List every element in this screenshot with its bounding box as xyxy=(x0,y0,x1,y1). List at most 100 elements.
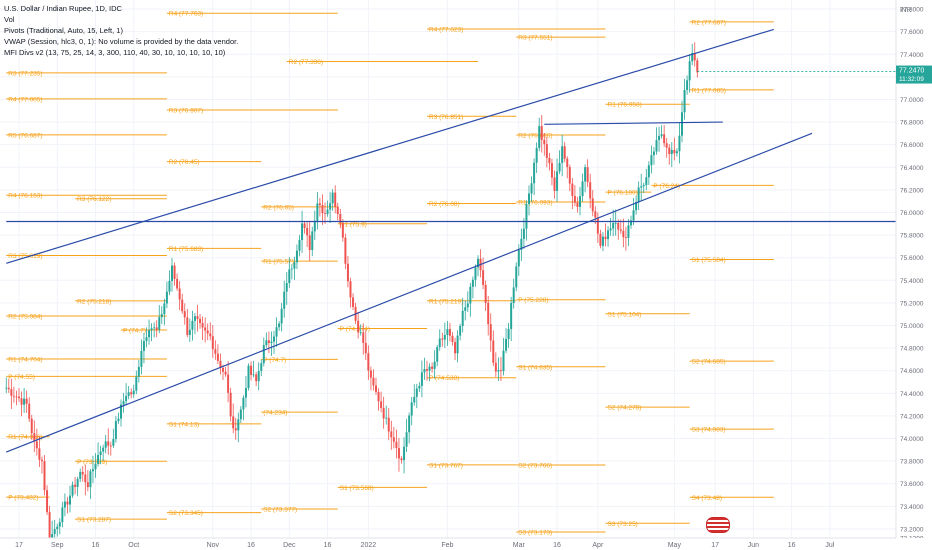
candle-body xyxy=(428,366,431,371)
candle-body xyxy=(30,418,33,434)
candle-body xyxy=(507,329,510,339)
time-axis[interactable]: 17 Sep 16 Oct Nov 16 Dec 16 2022 Feb Mar 16 Apr May 17… xyxy=(0,537,932,550)
pivot-label: S1 (74.13) xyxy=(169,421,199,428)
candle-body xyxy=(81,471,84,475)
pivot-label: S1 (75.104) xyxy=(608,311,642,318)
pivot-label: R2 (77.687) xyxy=(692,19,726,26)
candle-body xyxy=(252,374,255,376)
pivot-label: S2 (73.377) xyxy=(263,506,297,513)
pivot-label: S1 (74.635) xyxy=(518,364,552,371)
candle-body xyxy=(288,269,291,284)
time-tick-label: Mar xyxy=(513,542,526,549)
price-tick-label: 75.6000 xyxy=(900,255,924,262)
symbol-title[interactable]: U.S. Dollar / Indian Rupee, 1D, IDC xyxy=(4,4,122,13)
candle-body xyxy=(612,223,615,229)
pivot-label: R1 (74.704) xyxy=(8,356,42,363)
candle-body xyxy=(5,387,8,389)
time-tick-label: 2022 xyxy=(361,542,377,549)
candle-body xyxy=(71,484,74,496)
candle-body xyxy=(464,307,467,311)
candle-body xyxy=(257,371,260,382)
pivot-label: P (74.7) xyxy=(263,357,286,364)
candle-body xyxy=(543,139,546,145)
currency-label: INR xyxy=(900,7,912,14)
candle-body xyxy=(696,60,699,73)
candle-body xyxy=(688,61,691,81)
candle-body xyxy=(349,281,352,298)
indicator-vwap[interactable]: VWAP (Session, hlc3, 0, 1): No volume is… xyxy=(4,37,239,46)
candle-body xyxy=(48,512,51,544)
trend-lines[interactable] xyxy=(6,28,932,453)
us-flag-icon[interactable] xyxy=(706,517,730,533)
candle-body xyxy=(91,469,94,472)
chart-legend: U.S. Dollar / Indian Rupee, 1D, IDC Vol … xyxy=(4,3,238,58)
candle-body xyxy=(244,388,247,398)
candle-body xyxy=(306,227,309,236)
time-tick-label: Jun xyxy=(748,542,759,549)
candle-body xyxy=(441,338,444,340)
indicator-volume[interactable]: Vol xyxy=(4,15,15,24)
candle-body xyxy=(372,377,375,386)
time-tick-label: Sep xyxy=(51,542,64,549)
candle-body xyxy=(400,458,403,461)
candle-body xyxy=(397,448,400,459)
candle-body xyxy=(193,316,196,321)
candle-body xyxy=(624,237,627,239)
candle-body xyxy=(56,526,59,530)
indicator-mfi[interactable]: MFI Divs v2 (13, 75, 25, 14, 3, 300, 110… xyxy=(4,48,226,57)
candle-body xyxy=(191,320,194,330)
candle-body xyxy=(477,258,479,268)
candle-body xyxy=(18,396,20,399)
candle-body xyxy=(214,349,217,354)
candle-body xyxy=(331,192,334,204)
candle-body xyxy=(489,324,492,341)
price-tick-label: 75.0000 xyxy=(900,323,924,330)
pivot-label: R3 (76.851) xyxy=(429,114,463,121)
pivot-label: R2 (77.336) xyxy=(289,59,323,66)
price-tick-label: 76.2000 xyxy=(900,187,924,194)
candle-body xyxy=(420,372,423,386)
candle-body xyxy=(530,183,533,194)
candle-body xyxy=(53,529,56,534)
indicator-pivots[interactable]: Pivots (Traditional, Auto, 15, Left, 1) xyxy=(4,26,123,35)
candle-body xyxy=(344,237,347,264)
trend-line xyxy=(6,132,813,453)
pivot-label: S2 (73.345) xyxy=(169,510,203,517)
candle-body xyxy=(86,482,89,488)
candle-body xyxy=(94,463,97,470)
candle-body xyxy=(454,342,457,354)
pivot-label: S4 (73.48) xyxy=(692,495,722,502)
candle-body xyxy=(522,228,525,239)
candle-body xyxy=(209,333,212,337)
candlestick-series xyxy=(5,42,699,550)
price-tick-label: 73.4000 xyxy=(900,504,924,511)
candle-body xyxy=(446,329,449,335)
pivot-label: S2 (73.766) xyxy=(518,462,552,469)
candle-body xyxy=(260,363,263,372)
price-axis[interactable]: 77.800077.600077.400077.200077.000076.80… xyxy=(895,0,932,550)
pivot-label: P (74.974) xyxy=(340,326,370,333)
pivot-label: (74.234) xyxy=(263,410,287,417)
candle-body xyxy=(232,416,235,429)
candle-body xyxy=(573,195,576,203)
candle-body xyxy=(471,279,474,287)
candle-body xyxy=(632,210,635,221)
candle-body xyxy=(652,151,655,156)
candle-body xyxy=(619,229,622,231)
pivot-label: R2 (76.686) xyxy=(518,132,552,139)
candle-body xyxy=(250,365,253,375)
candle-body xyxy=(227,374,230,393)
candle-body xyxy=(107,441,110,446)
price-tick-label: 74.8000 xyxy=(900,346,924,353)
candle-body xyxy=(255,374,258,382)
candle-body xyxy=(387,417,390,432)
candle-body xyxy=(433,361,436,369)
pivot-label: S3 (73.173) xyxy=(518,530,552,537)
pivot-label: R1 (76.958) xyxy=(608,102,642,109)
price-tick-label: 75.4000 xyxy=(900,278,924,285)
candle-body xyxy=(120,404,122,419)
time-tick-label: 17 xyxy=(15,542,23,549)
candle-body xyxy=(604,236,607,240)
